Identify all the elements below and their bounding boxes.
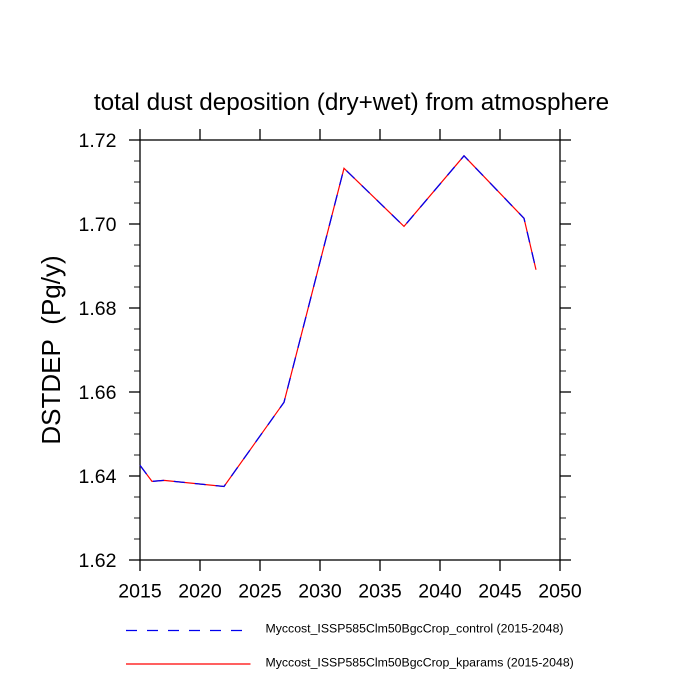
svg-text:DSTDEP (Pg/y): DSTDEP (Pg/y) [36,255,66,444]
svg-text:2015: 2015 [118,581,162,603]
svg-text:Myccost_ISSP585Clm50BgcCrop_kp: Myccost_ISSP585Clm50BgcCrop_kparams (201… [266,656,574,670]
svg-text:total dust deposition (dry+wet: total dust deposition (dry+wet) from atm… [94,89,609,116]
svg-text:1.64: 1.64 [79,466,117,488]
svg-text:2045: 2045 [478,581,522,603]
svg-text:2025: 2025 [238,581,282,603]
svg-text:1.68: 1.68 [79,298,117,320]
svg-text:Myccost_ISSP585Clm50BgcCrop_co: Myccost_ISSP585Clm50BgcCrop_control (201… [266,622,564,636]
svg-text:2050: 2050 [538,581,582,603]
svg-text:2020: 2020 [178,581,222,603]
svg-text:1.62: 1.62 [79,550,117,572]
svg-text:2030: 2030 [298,581,342,603]
svg-text:1.72: 1.72 [79,130,117,152]
svg-text:2040: 2040 [418,581,462,603]
svg-text:2035: 2035 [358,581,402,603]
svg-text:1.66: 1.66 [79,382,117,404]
svg-text:1.70: 1.70 [79,214,117,236]
